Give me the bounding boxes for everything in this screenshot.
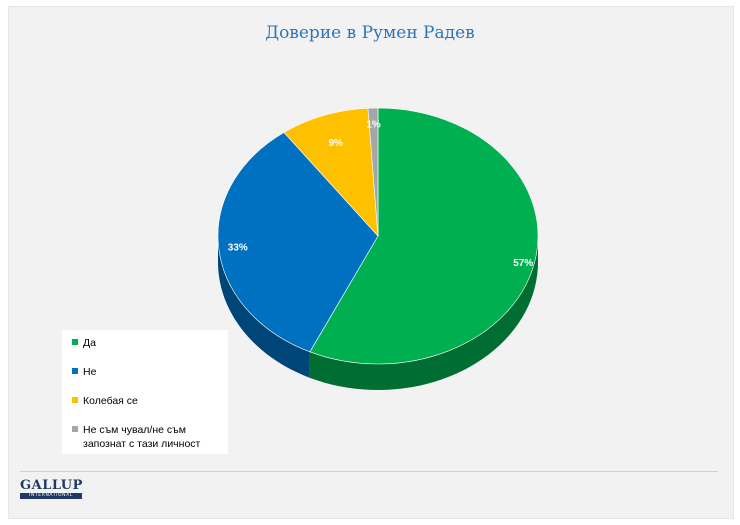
pie-slice-3	[367, 107, 379, 237]
footer-divider	[20, 471, 718, 472]
logo-main-text: GALLUP	[20, 478, 83, 493]
chart-legend: Да Не Колебая се Не съм чувал/не съм зап…	[62, 330, 228, 454]
legend-label: Не	[83, 366, 97, 378]
pie-slice-side-1	[218, 236, 310, 378]
legend-item-ne: Не	[72, 365, 228, 379]
legend-item-da: Да	[72, 336, 228, 350]
pie-slice-1	[217, 132, 379, 353]
gallup-international-logo: GALLUP INTERNATIONAL	[20, 479, 82, 499]
pie-slice-2	[283, 107, 379, 237]
pie-data-label-1: 33%	[228, 243, 248, 254]
legend-label: Да	[83, 337, 96, 349]
legend-swatch	[72, 368, 78, 374]
pie-slice-side-0	[309, 236, 538, 390]
legend-swatch	[72, 397, 78, 403]
chart-title: Доверие в Румен Радев	[265, 23, 475, 43]
legend-item-kolebaya-se: Колебая се	[72, 394, 228, 408]
legend-item-ne-sam-chuval: Не съм чувал/не съм запознат с тази личн…	[72, 423, 228, 451]
legend-label: Не съм чувал/не съм запознат с тази личн…	[83, 424, 201, 450]
pie-slice-0	[309, 107, 539, 365]
pie-data-label-0: 57%	[513, 258, 533, 269]
pie-data-label-3: 1%	[366, 119, 381, 130]
legend-swatch	[72, 339, 78, 345]
pie-data-label-2: 9%	[328, 138, 343, 149]
legend-label: Колебая се	[83, 395, 138, 407]
logo-sub-text: INTERNATIONAL	[20, 493, 82, 499]
legend-swatch	[72, 426, 78, 432]
